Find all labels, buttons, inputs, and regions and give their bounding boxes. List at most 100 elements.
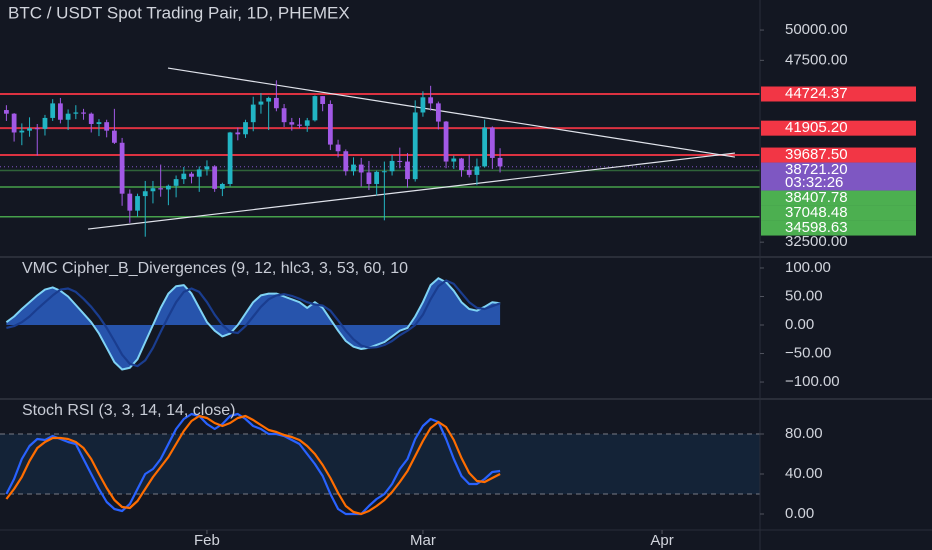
candle-body: [219, 183, 225, 189]
area: [6, 278, 501, 370]
candle-body: [150, 188, 156, 192]
y-tick-label: 47500.00: [785, 51, 848, 68]
candle-body: [351, 164, 356, 172]
candle-body: [381, 171, 387, 173]
candle-body: [335, 144, 341, 152]
candle-body: [50, 103, 56, 118]
chart-title: BTC / USDT Spot Trading Pair, 1D, PHEMEX: [8, 3, 350, 22]
y-tick-label: 32500.00: [785, 233, 848, 250]
pane-title: VMC Cipher_B_Divergences (9, 12, hlc3, 3…: [22, 260, 408, 277]
candle-body: [273, 97, 279, 109]
x-tick-label: Mar: [410, 532, 436, 549]
candle-body: [281, 108, 287, 123]
price-label-box: [761, 147, 916, 163]
price-label-box: [761, 190, 916, 206]
candle-body: [27, 128, 32, 131]
candle-body: [327, 103, 333, 145]
y-tick-label: 80.00: [785, 425, 823, 442]
trendline: [87, 152, 736, 230]
candle-body: [58, 103, 63, 120]
candle-body: [96, 122, 102, 124]
candle-body: [4, 110, 9, 114]
candle-body: [312, 96, 318, 121]
candle-body: [34, 128, 40, 130]
price-label: 37048.48: [785, 204, 848, 221]
price-label: 38721.20: [785, 161, 848, 178]
y-tick-label: −50.00: [785, 344, 831, 361]
candle-body: [297, 124, 302, 126]
price-label: 34598.63: [785, 219, 848, 236]
candle-body: [266, 97, 272, 102]
panes: VMC Cipher_B_Divergences (9, 12, hlc3, 3…: [0, 67, 760, 516]
y-tick-label: 50000.00: [785, 21, 848, 38]
candle-body: [196, 169, 202, 177]
trendline: [167, 67, 736, 158]
candle-body: [366, 172, 372, 184]
candle-body: [482, 127, 488, 167]
candle-body: [289, 122, 295, 125]
candle-body: [119, 142, 125, 194]
candle-body: [428, 97, 434, 104]
line: [6, 279, 501, 368]
candle-body: [73, 112, 79, 114]
candle-body: [42, 117, 48, 129]
candle-body: [466, 170, 472, 175]
candle-body: [212, 166, 218, 189]
candle-body: [420, 97, 426, 113]
candle-body: [320, 96, 326, 104]
y-tick-label: 0.00: [785, 316, 814, 333]
x-tick-label: Feb: [194, 532, 220, 549]
candle-body: [135, 196, 140, 211]
candle-body: [489, 127, 495, 158]
candle-body: [374, 171, 380, 184]
candle-body: [451, 158, 457, 162]
line: [5, 414, 501, 516]
y-tick-label: 100.00: [785, 259, 831, 276]
price-label: 03:32:26: [785, 174, 843, 191]
band-fill: [0, 434, 760, 494]
y-tick-label: 50.00: [785, 287, 823, 304]
candle-body: [412, 112, 418, 180]
candle-body: [11, 113, 17, 133]
candle-body: [250, 104, 256, 123]
candle-body: [227, 132, 233, 184]
candle-body: [142, 191, 148, 197]
candle-body: [443, 121, 449, 162]
candle-body: [173, 179, 179, 186]
candle-body: [181, 173, 187, 180]
candle-body: [158, 188, 164, 190]
price-label: 44724.37: [785, 85, 848, 102]
candle-body: [358, 164, 364, 173]
candle-body: [405, 161, 410, 180]
candle-body: [258, 101, 264, 105]
price-label: 39687.50: [785, 146, 848, 163]
price-label-box: [761, 220, 916, 236]
candle-body: [243, 122, 248, 135]
candle-body: [88, 113, 94, 124]
y-tick-label: 40.00: [785, 465, 823, 482]
pane: [0, 67, 760, 237]
x-tick-label: Apr: [650, 532, 673, 549]
candle-body: [204, 166, 210, 170]
price-label: 38407.78: [785, 189, 848, 206]
candle-body: [459, 158, 464, 171]
line: [5, 412, 501, 516]
line: [5, 277, 501, 371]
pane: [0, 412, 760, 516]
candle-body: [497, 157, 503, 167]
y-tick-label: 0.00: [785, 505, 814, 522]
candle-body: [104, 122, 110, 131]
candle-body: [389, 160, 395, 172]
candle-body: [127, 193, 133, 211]
candle-body: [343, 151, 349, 172]
price-label-box: [761, 86, 916, 102]
candle-body: [81, 112, 86, 114]
candle-body: [474, 166, 480, 175]
y-tick-label: −100.00: [785, 373, 840, 390]
candle-body: [304, 120, 310, 126]
pane-title: Stoch RSI (3, 3, 14, 14, close): [22, 402, 235, 419]
pane: [5, 277, 501, 371]
candle-body: [435, 103, 441, 122]
candle-body: [397, 160, 403, 162]
